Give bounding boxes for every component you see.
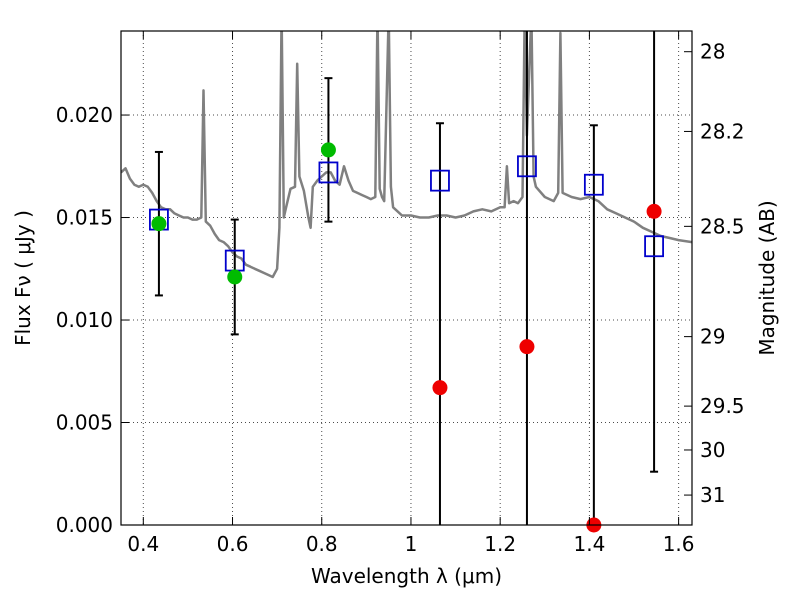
right-tick-label: 28: [700, 40, 725, 64]
model-band-square: [517, 155, 537, 178]
detection-point: [227, 269, 243, 285]
y-tick-label: 0.010: [56, 308, 113, 332]
x-tick-label: 0.4: [127, 532, 159, 556]
model-band-square: [644, 235, 664, 258]
y-tick-label: 0.020: [56, 103, 113, 127]
right-tick-label: 29: [700, 325, 725, 349]
error-bars-layer: [154, 31, 659, 525]
x-axis-label: Wavelength λ (μm): [311, 564, 502, 588]
x-tick-label: 1.2: [484, 532, 516, 556]
observed-points-layer: [151, 142, 662, 533]
ticks-layer: 0.4 0.6 0.8 1 1.2 1.4 1.6 0.000 0.005 0.010 0.015 0…: [56, 31, 745, 556]
y-tick-label: 0.005: [56, 411, 113, 435]
plot-frame: [120, 30, 693, 526]
detection-point: [151, 216, 167, 232]
right-tick-label: 28.5: [700, 214, 745, 238]
y-tick-label: 0.015: [56, 206, 113, 230]
x-tick-label: 0.6: [217, 532, 249, 556]
right-axis-label: Magnitude (AB): [755, 200, 779, 355]
y-axis-label: Flux Fν ( μJy ): [11, 210, 35, 346]
low-significance-point: [646, 203, 662, 219]
model-squares-layer: [149, 155, 664, 272]
x-tick-label: 0.8: [306, 532, 338, 556]
right-tick-label: 31: [700, 483, 725, 507]
low-significance-point: [519, 339, 535, 355]
y-tick-label: 0.000: [56, 513, 113, 537]
right-tick-label: 28.2: [700, 119, 745, 143]
low-significance-point: [432, 380, 448, 396]
model-sed-layer: [121, 31, 692, 279]
x-tick-label: 1.4: [573, 532, 605, 556]
detection-point: [320, 142, 336, 158]
right-tick-label: 30: [700, 438, 725, 462]
right-tick-label: 29.5: [700, 394, 745, 418]
model-sed-line: [121, 31, 692, 279]
model-band-square: [430, 169, 450, 192]
model-band-square: [318, 161, 339, 184]
grid-lines: [121, 31, 692, 526]
model-band-square: [583, 173, 604, 196]
x-tick-label: 1.6: [663, 532, 695, 556]
x-tick-label: 1: [405, 532, 418, 556]
